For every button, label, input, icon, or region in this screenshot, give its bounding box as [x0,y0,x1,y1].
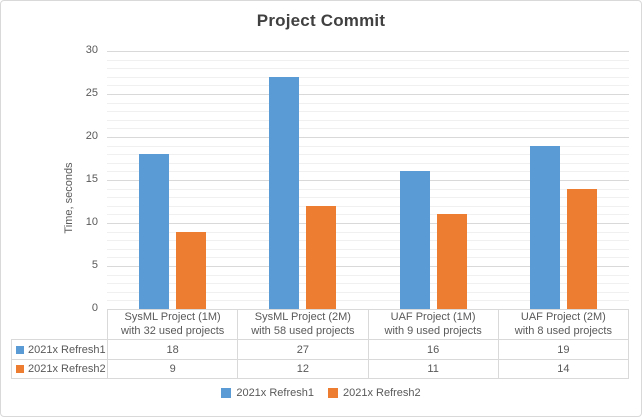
minor-gridline [107,59,629,61]
table-header-row: SysML Project (1M) with 32 used projects S… [107,309,629,339]
minor-gridline [107,171,629,173]
bar-2021x-refresh1 [530,145,561,309]
series-label: 2021x Refresh2 [28,363,106,375]
plot-area [107,51,629,309]
minor-gridline [107,102,629,104]
minor-gridline [107,197,629,199]
category-label-line: with 32 used projects [120,325,225,337]
category-label-line: with 9 used projects [384,325,482,337]
bar-2021x-refresh2 [175,231,206,309]
table-value-cell: 12 [237,360,367,378]
y-tick-label: 30 [85,44,98,56]
table-header-cell: UAF Project (2M) with 8 used projects [497,310,628,339]
series-label-cell: 2021x Refresh1 [11,340,107,359]
table-value-cell: 27 [237,340,367,359]
minor-gridline [107,154,629,156]
category-label-line: with 8 used projects [514,325,612,337]
category-label-line: SysML Project (2M) [254,311,351,323]
table-value-cell: 18 [107,340,237,359]
minor-gridline [107,119,629,121]
minor-gridline [107,274,629,276]
category-label-line: UAF Project (2M) [520,311,606,323]
category-label-line: with 58 used projects [251,325,355,337]
y-tick-label: 5 [91,259,98,271]
y-tick-label: 10 [85,216,98,228]
major-gridline [107,223,629,224]
major-gridline [107,180,629,181]
category-label-line: SysML Project (1M) [124,311,221,323]
minor-gridline [107,291,629,293]
major-gridline [107,137,629,138]
minor-gridline [107,76,629,78]
minor-gridline [107,145,629,147]
minor-gridline [107,128,629,130]
minor-gridline [107,188,629,190]
minor-gridline [107,248,629,250]
bar-2021x-refresh2 [436,214,467,309]
legend-marker-icon [221,388,232,398]
table-value-cell: 14 [497,360,628,378]
series-label: 2021x Refresh1 [28,343,106,356]
y-tick-label: 0 [91,302,98,314]
legend-label: 2021x Refresh1 [236,387,314,399]
chart-title: Project Commit [256,11,386,30]
legend-marker-icon [328,388,338,398]
table-row: 2021x Refresh2 9 12 11 14 [11,359,629,379]
minor-gridline [107,257,629,259]
minor-gridline [107,283,629,285]
series-marker-icon [16,345,24,354]
minor-gridline [107,231,629,233]
table-header-cell: SysML Project (1M) with 32 used projects [107,310,237,339]
major-gridline [107,266,629,267]
table-value-cell: 19 [497,340,628,359]
y-tick-label: 20 [85,130,98,142]
major-gridline [107,51,629,52]
bar-2021x-refresh1 [138,154,169,309]
series-marker-icon [16,365,24,373]
minor-gridline [107,68,629,70]
table-header-cell: UAF Project (1M) with 9 used projects [367,310,498,339]
minor-gridline [107,214,629,216]
category-label-line: UAF Project (1M) [390,311,476,323]
minor-gridline [107,85,629,87]
minor-gridline [107,162,629,164]
minor-gridline [107,111,629,113]
legend-item: 2021x Refresh1 [221,387,314,399]
minor-gridline [107,205,629,207]
table-row: 2021x Refresh1 18 27 16 19 [11,339,629,359]
y-tick-label: 15 [85,173,98,185]
bar-2021x-refresh1 [269,76,300,309]
legend-label: 2021x Refresh2 [343,387,421,399]
table-value-cell: 11 [367,360,498,378]
bar-2021x-refresh1 [399,171,430,309]
bar-2021x-refresh2 [306,205,337,309]
series-label-cell: 2021x Refresh2 [11,360,107,378]
table-header-cell: SysML Project (2M) with 58 used projects [237,310,367,339]
table-value-cell: 9 [107,360,237,378]
major-gridline [107,94,629,95]
minor-gridline [107,240,629,242]
table-value-cell: 16 [367,340,498,359]
y-tick-label: 25 [85,87,98,99]
legend: 2021x Refresh1 2021x Refresh2 [1,387,641,399]
legend-item: 2021x Refresh2 [328,387,421,399]
minor-gridline [107,300,629,302]
bar-2021x-refresh2 [567,188,598,309]
